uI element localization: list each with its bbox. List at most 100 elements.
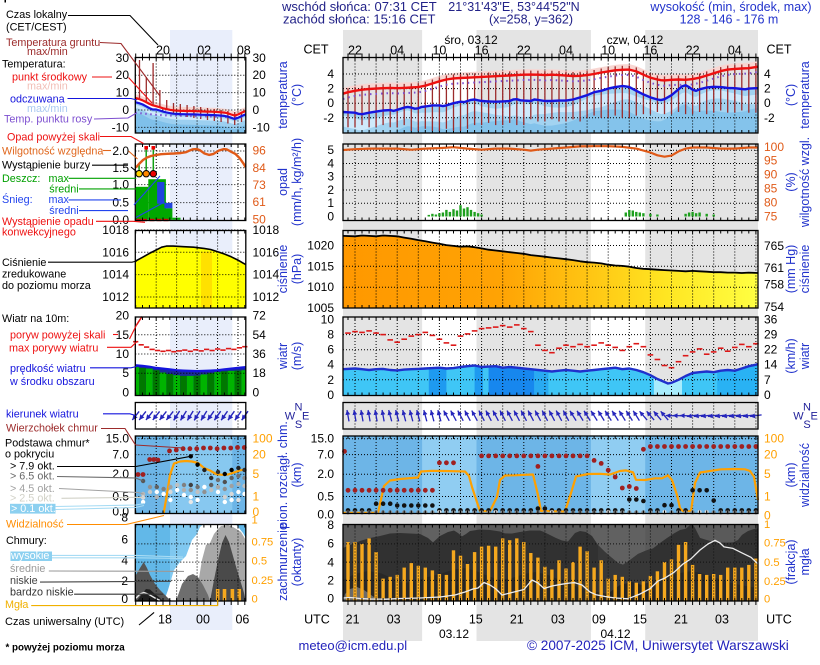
svg-text:22: 22 bbox=[686, 44, 700, 58]
svg-text:0.25: 0.25 bbox=[252, 575, 274, 587]
svg-text:21: 21 bbox=[674, 613, 688, 627]
svg-text:36: 36 bbox=[764, 313, 778, 327]
svg-text:-10: -10 bbox=[112, 120, 130, 134]
svg-text:E: E bbox=[811, 411, 818, 423]
svg-text:2.0: 2.0 bbox=[112, 144, 129, 158]
svg-text:20: 20 bbox=[116, 309, 130, 323]
svg-text:100: 100 bbox=[764, 432, 784, 446]
svg-text:0.5: 0.5 bbox=[317, 490, 334, 504]
svg-text:22: 22 bbox=[764, 343, 778, 357]
svg-text:8: 8 bbox=[327, 518, 334, 532]
svg-text:30: 30 bbox=[253, 51, 267, 65]
svg-text:1: 1 bbox=[253, 490, 260, 504]
svg-text:04: 04 bbox=[390, 44, 404, 58]
svg-text:-10: -10 bbox=[253, 120, 271, 134]
svg-text:zachmurzenie: zachmurzenie bbox=[276, 523, 290, 601]
svg-text:Śnieg:: Śnieg: bbox=[2, 193, 33, 206]
svg-text:Wierzchołek chmur: Wierzchołek chmur bbox=[6, 423, 98, 435]
svg-text:20: 20 bbox=[253, 448, 267, 462]
svg-text:04: 04 bbox=[728, 44, 742, 58]
svg-text:4: 4 bbox=[327, 556, 334, 570]
svg-text:3: 3 bbox=[327, 170, 334, 184]
svg-text:0: 0 bbox=[252, 593, 258, 605]
svg-text:konwekcyjnego: konwekcyjnego bbox=[2, 227, 76, 239]
svg-text:20: 20 bbox=[764, 448, 778, 462]
svg-text:03.12: 03.12 bbox=[439, 627, 469, 641]
svg-text:5: 5 bbox=[764, 467, 771, 481]
svg-text:2.0: 2.0 bbox=[112, 467, 129, 481]
svg-text:w środku obszaru: w środku obszaru bbox=[9, 376, 95, 388]
svg-text:0: 0 bbox=[764, 388, 771, 402]
svg-text:21: 21 bbox=[346, 613, 360, 627]
svg-text:bardzo niskie: bardzo niskie bbox=[10, 587, 74, 599]
svg-text:96: 96 bbox=[253, 144, 267, 158]
svg-text:o pokryciu: o pokryciu bbox=[5, 449, 54, 461]
svg-text:2: 2 bbox=[327, 574, 334, 588]
svg-text:czw, 04.12: czw, 04.12 bbox=[607, 33, 664, 47]
svg-text:761: 761 bbox=[764, 261, 784, 275]
svg-text:Widzialność: Widzialność bbox=[6, 519, 64, 531]
svg-text:(hPa): (hPa) bbox=[290, 254, 304, 285]
svg-text:(mm/h, kg/m²/h): (mm/h, kg/m²/h) bbox=[290, 138, 304, 226]
svg-text:Wystąpienie burzy: Wystąpienie burzy bbox=[2, 160, 91, 172]
svg-text:0: 0 bbox=[327, 210, 334, 224]
svg-text:0: 0 bbox=[764, 594, 770, 606]
svg-text:-2: -2 bbox=[323, 111, 334, 125]
svg-text:1010: 1010 bbox=[307, 280, 334, 294]
svg-text:4: 4 bbox=[764, 67, 771, 81]
svg-text:10: 10 bbox=[116, 347, 130, 361]
svg-text:temperatura: temperatura bbox=[798, 61, 812, 128]
svg-text:2: 2 bbox=[327, 82, 334, 96]
svg-text:1: 1 bbox=[327, 196, 334, 210]
svg-text:128 - 146 - 176 m: 128 - 146 - 176 m bbox=[680, 12, 779, 26]
svg-text:(x=258, y=362): (x=258, y=362) bbox=[489, 12, 573, 26]
svg-text:* powyżej poziomu morza: * powyżej poziomu morza bbox=[6, 643, 126, 654]
svg-text:(frakcja): (frakcja) bbox=[784, 539, 798, 584]
svg-text:14: 14 bbox=[764, 358, 778, 372]
svg-text:ciśnienie: ciśnienie bbox=[276, 245, 290, 294]
svg-text:22: 22 bbox=[517, 44, 531, 58]
svg-text:(oktanty): (oktanty) bbox=[290, 538, 304, 587]
svg-text:758: 758 bbox=[764, 278, 784, 292]
svg-text:meteo@icm.edu.pl: meteo@icm.edu.pl bbox=[299, 638, 408, 653]
svg-text:Temp. punktu rosy: Temp. punktu rosy bbox=[4, 114, 93, 126]
svg-text:wilgotność wzgl.: wilgotność wzgl. bbox=[798, 137, 812, 228]
svg-text:(km): (km) bbox=[784, 463, 798, 488]
svg-text:Czas lokalny: Czas lokalny bbox=[6, 9, 68, 21]
svg-text:0.5: 0.5 bbox=[764, 557, 780, 569]
svg-text:18: 18 bbox=[158, 613, 172, 627]
svg-text:0: 0 bbox=[122, 386, 129, 400]
svg-text:CET: CET bbox=[304, 43, 329, 57]
svg-text:średnie: średnie bbox=[10, 563, 45, 575]
svg-text:wysokie: wysokie bbox=[10, 550, 49, 562]
svg-text:18: 18 bbox=[253, 366, 267, 380]
svg-text:85: 85 bbox=[764, 182, 778, 196]
svg-text:0.25: 0.25 bbox=[764, 576, 786, 588]
svg-text:Deszcz:: Deszcz: bbox=[2, 173, 40, 185]
svg-text:61: 61 bbox=[253, 195, 267, 209]
svg-text:> 6.5 okt.: > 6.5 okt. bbox=[10, 471, 55, 483]
svg-text:5: 5 bbox=[327, 143, 334, 157]
svg-text:04: 04 bbox=[559, 44, 573, 58]
svg-text:(°C): (°C) bbox=[290, 84, 304, 106]
svg-text:03: 03 bbox=[715, 613, 729, 627]
svg-text:ciśnienie: ciśnienie bbox=[798, 245, 812, 294]
svg-text:max porywy wiatru: max porywy wiatru bbox=[9, 342, 98, 354]
svg-text:100: 100 bbox=[764, 140, 784, 154]
svg-text:2: 2 bbox=[327, 373, 334, 387]
svg-text:E: E bbox=[302, 411, 309, 423]
svg-text:(mm Hg): (mm Hg) bbox=[784, 245, 798, 294]
svg-text:6: 6 bbox=[121, 533, 128, 547]
svg-text:15.0: 15.0 bbox=[106, 432, 130, 446]
svg-text:(CET/CEST): (CET/CEST) bbox=[6, 22, 67, 34]
svg-text:20: 20 bbox=[116, 68, 130, 82]
svg-text:02: 02 bbox=[197, 44, 211, 58]
svg-text:Mgła: Mgła bbox=[5, 599, 28, 611]
svg-text:20: 20 bbox=[156, 44, 170, 58]
svg-text:21: 21 bbox=[510, 613, 524, 627]
svg-text:1.5: 1.5 bbox=[112, 161, 129, 175]
svg-text:765: 765 bbox=[764, 239, 784, 253]
svg-text:1.0: 1.0 bbox=[112, 178, 129, 192]
svg-text:CET: CET bbox=[767, 43, 792, 57]
svg-text:6: 6 bbox=[327, 536, 334, 550]
